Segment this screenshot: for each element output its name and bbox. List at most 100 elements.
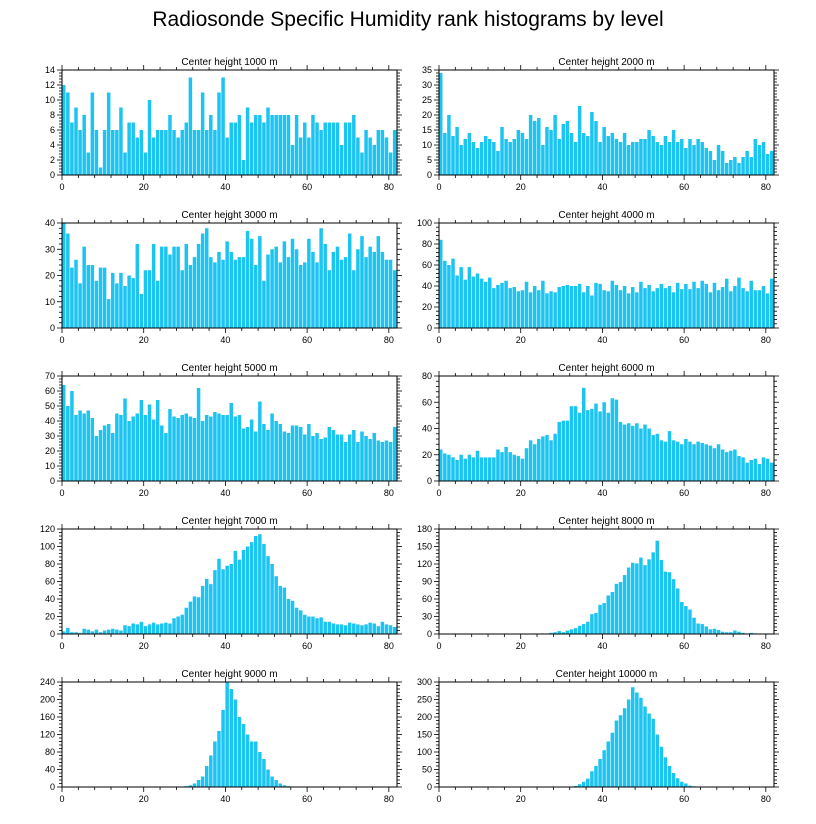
- y-tick-label: 100: [40, 542, 55, 552]
- bar: [708, 292, 713, 328]
- bar: [688, 139, 692, 175]
- bar: [606, 595, 610, 634]
- y-tick-label: 0: [50, 170, 55, 180]
- bar: [249, 122, 254, 175]
- bar: [327, 122, 332, 175]
- bar: [372, 251, 376, 329]
- y-tick-label: 0: [50, 476, 55, 486]
- bar: [356, 442, 360, 481]
- bar: [290, 238, 295, 328]
- bar: [663, 571, 668, 634]
- bar: [66, 233, 70, 328]
- bar: [392, 427, 397, 481]
- bar: [651, 136, 655, 175]
- bar: [631, 562, 635, 634]
- bar: [581, 292, 586, 328]
- bar: [651, 435, 655, 481]
- bar: [639, 281, 643, 328]
- bar: [200, 776, 205, 787]
- bar: [553, 433, 557, 481]
- bar: [213, 570, 217, 635]
- bar: [528, 292, 533, 328]
- bar: [274, 576, 278, 634]
- bar: [443, 453, 447, 481]
- bar: [708, 629, 713, 634]
- bar: [323, 621, 327, 634]
- bar: [94, 130, 99, 175]
- bar: [700, 624, 704, 634]
- bar: [335, 434, 340, 481]
- x-tick-label: 40: [597, 182, 607, 192]
- bar: [229, 403, 233, 481]
- bar: [303, 614, 307, 634]
- bar: [339, 145, 344, 175]
- bar: [655, 540, 660, 634]
- bar: [164, 246, 168, 329]
- bar: [655, 734, 660, 787]
- bar: [459, 454, 463, 481]
- bar: [392, 130, 397, 175]
- bar: [204, 130, 209, 175]
- bar: [692, 281, 696, 328]
- bar: [549, 632, 553, 634]
- bar: [147, 270, 152, 328]
- bar: [479, 457, 484, 482]
- bar: [225, 241, 229, 329]
- bar: [135, 624, 140, 635]
- bar: [225, 565, 229, 634]
- bar: [278, 585, 283, 635]
- bar: [569, 133, 574, 175]
- x-tick-label: 80: [761, 182, 771, 192]
- bar: [663, 136, 668, 175]
- y-tick-label: 40: [45, 594, 55, 604]
- bar: [176, 616, 180, 634]
- bar: [626, 145, 631, 175]
- bar: [467, 454, 472, 481]
- bar: [86, 265, 90, 328]
- bar: [303, 262, 307, 329]
- bar: [561, 286, 566, 328]
- bar: [311, 251, 315, 329]
- bar: [729, 632, 733, 634]
- bar: [180, 270, 184, 328]
- bar: [524, 139, 529, 175]
- bar: [737, 277, 741, 328]
- y-tick-label: 100: [417, 218, 432, 228]
- bar: [761, 142, 766, 175]
- bar: [471, 142, 476, 175]
- figure-title: Radiosonde Specific Humidity rank histog…: [152, 8, 664, 31]
- bar: [262, 122, 266, 175]
- bar: [135, 244, 140, 328]
- bar: [368, 137, 372, 175]
- panel-title: Center height 9000 m: [181, 669, 277, 680]
- bar: [315, 433, 319, 481]
- bar: [392, 270, 397, 328]
- bar: [254, 431, 258, 481]
- bar: [500, 127, 504, 175]
- panel-title: Center height 2000 m: [558, 57, 654, 68]
- bar: [123, 286, 127, 328]
- bar: [168, 623, 172, 634]
- bar: [553, 292, 557, 328]
- bar: [528, 440, 533, 481]
- x-tick-label: 40: [220, 641, 230, 651]
- bar: [692, 145, 696, 175]
- bar: [631, 142, 635, 175]
- bar: [131, 623, 135, 634]
- bar: [233, 699, 238, 787]
- bar: [716, 629, 721, 634]
- x-tick-label: 0: [59, 641, 64, 651]
- y-tick-label: 20: [45, 612, 55, 622]
- bar: [635, 692, 639, 787]
- bar: [704, 148, 709, 175]
- bar: [151, 137, 156, 175]
- bar: [598, 759, 602, 787]
- bar: [663, 288, 668, 328]
- bar: [266, 556, 270, 635]
- bar: [569, 629, 574, 634]
- bar: [439, 73, 443, 175]
- y-tick-label: 8: [50, 110, 55, 120]
- bar: [488, 277, 492, 328]
- y-tick-label: 90: [422, 577, 432, 587]
- bar: [504, 446, 508, 482]
